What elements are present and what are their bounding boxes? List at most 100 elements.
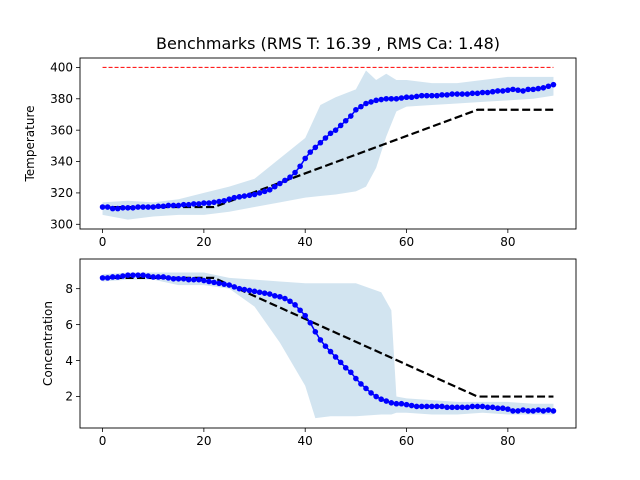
concentration-data-point (196, 276, 202, 283)
temperature-data-point (332, 127, 339, 133)
concentration-data-point (550, 408, 557, 414)
temperature-data-point (307, 149, 314, 155)
concentration-data-point (256, 289, 263, 296)
temperature-x-tick-label: 60 (399, 235, 414, 249)
concentration-y-tick-label: 6 (65, 318, 73, 332)
concentration-data-point (231, 284, 238, 290)
concentration-data-point (479, 403, 486, 410)
concentration-x-tick-label: 60 (399, 434, 414, 448)
temperature-data-point (408, 94, 415, 101)
temperature-data-point (489, 88, 496, 95)
temperature-data-point (201, 200, 207, 206)
temperature-data-point (423, 92, 430, 99)
concentration-plot-layer (99, 272, 557, 419)
temperature-data-point (251, 191, 258, 198)
temperature-data-point (114, 205, 121, 212)
temperature-data-point (231, 194, 238, 201)
concentration-data-point (236, 285, 243, 292)
temperature-data-point (155, 203, 162, 210)
concentration-data-point (104, 275, 111, 281)
concentration-data-point (297, 307, 303, 314)
concentration-data-point (190, 276, 197, 283)
temperature-data-point (221, 197, 227, 204)
concentration-data-point (277, 293, 283, 300)
concentration-data-point (125, 272, 131, 278)
temperature-data-point (388, 95, 395, 102)
temperature-data-point (216, 198, 222, 205)
concentration-y-tick-label: 2 (65, 390, 73, 404)
temperature-data-point (545, 83, 552, 90)
temperature-data-point (206, 200, 212, 206)
temperature-data-point (383, 95, 390, 102)
concentration-data-point (464, 404, 471, 411)
temperature-data-point (170, 202, 177, 209)
temperature-data-point (140, 204, 146, 210)
temperature-data-point (246, 192, 253, 199)
concentration-data-point (459, 404, 466, 411)
temperature-data-point (348, 113, 354, 119)
temperature-y-tick-label: 300 (50, 217, 73, 231)
temperature-data-point (277, 180, 283, 187)
temperature-data-point (145, 204, 151, 210)
concentration-data-point (510, 408, 516, 414)
temperature-data-point (368, 99, 374, 105)
concentration-data-point (525, 408, 531, 414)
temperature-data-point (317, 139, 324, 146)
temperature-axis-label: Temperature (23, 105, 37, 182)
concentration-data-point (109, 274, 116, 280)
concentration-data-point (327, 348, 334, 355)
temperature-data-point (312, 144, 319, 151)
concentration-data-point (180, 275, 187, 282)
concentration-data-point (114, 274, 121, 280)
concentration-data-point (226, 282, 233, 288)
temperature-data-point (418, 92, 425, 99)
temperature-data-point (190, 201, 197, 207)
concentration-data-point (145, 273, 151, 279)
concentration-data-point (535, 407, 542, 413)
temperature-data-point (261, 188, 268, 195)
concentration-data-point (403, 401, 410, 408)
concentration-data-point (337, 359, 344, 366)
concentration-x-tick-label: 80 (500, 434, 515, 448)
temperature-data-point (510, 86, 516, 93)
temperature-data-point (449, 91, 455, 97)
concentration-data-point (378, 396, 385, 403)
temperature-data-point (175, 202, 182, 209)
concentration-data-point (266, 291, 273, 297)
concentration-data-point (120, 273, 126, 279)
concentration-data-point (99, 275, 106, 281)
temperature-plot-layer (99, 66, 557, 220)
concentration-data-point (246, 287, 253, 294)
concentration-data-point (216, 280, 222, 287)
temperature-data-point (292, 169, 298, 176)
temperature-data-point (363, 100, 369, 107)
concentration-data-point (484, 404, 491, 411)
temperature-data-point (185, 201, 192, 208)
temperature-data-point (484, 89, 491, 96)
temperature-axes-frame (79, 57, 577, 230)
temperature-data-point (160, 203, 167, 210)
temperature-data-point (530, 86, 536, 93)
temperature-y-tick-label: 320 (50, 186, 73, 200)
temperature-data-point (337, 122, 344, 129)
temperature-data-point (398, 95, 405, 101)
concentration-data-point (165, 275, 172, 281)
temperature-data-point (479, 89, 486, 96)
temperature-data-point (444, 92, 450, 98)
concentration-data-point (423, 403, 430, 410)
concentration-data-point (348, 369, 354, 376)
temperature-data-point (226, 196, 233, 202)
concentration-data-point (358, 381, 364, 387)
temperature-data-point (393, 95, 400, 102)
concentration-data-point (398, 400, 405, 407)
concentration-data-point (383, 398, 390, 404)
concentration-data-point (175, 275, 182, 282)
temperature-data-point (99, 204, 106, 210)
temperature-data-point (211, 199, 217, 206)
concentration-data-point (312, 329, 319, 335)
concentration-data-point (261, 290, 268, 296)
concentration-data-point (140, 272, 146, 278)
temperature-y-tick-label: 380 (50, 92, 73, 106)
concentration-data-point (170, 275, 177, 282)
concentration-data-point (322, 343, 329, 350)
